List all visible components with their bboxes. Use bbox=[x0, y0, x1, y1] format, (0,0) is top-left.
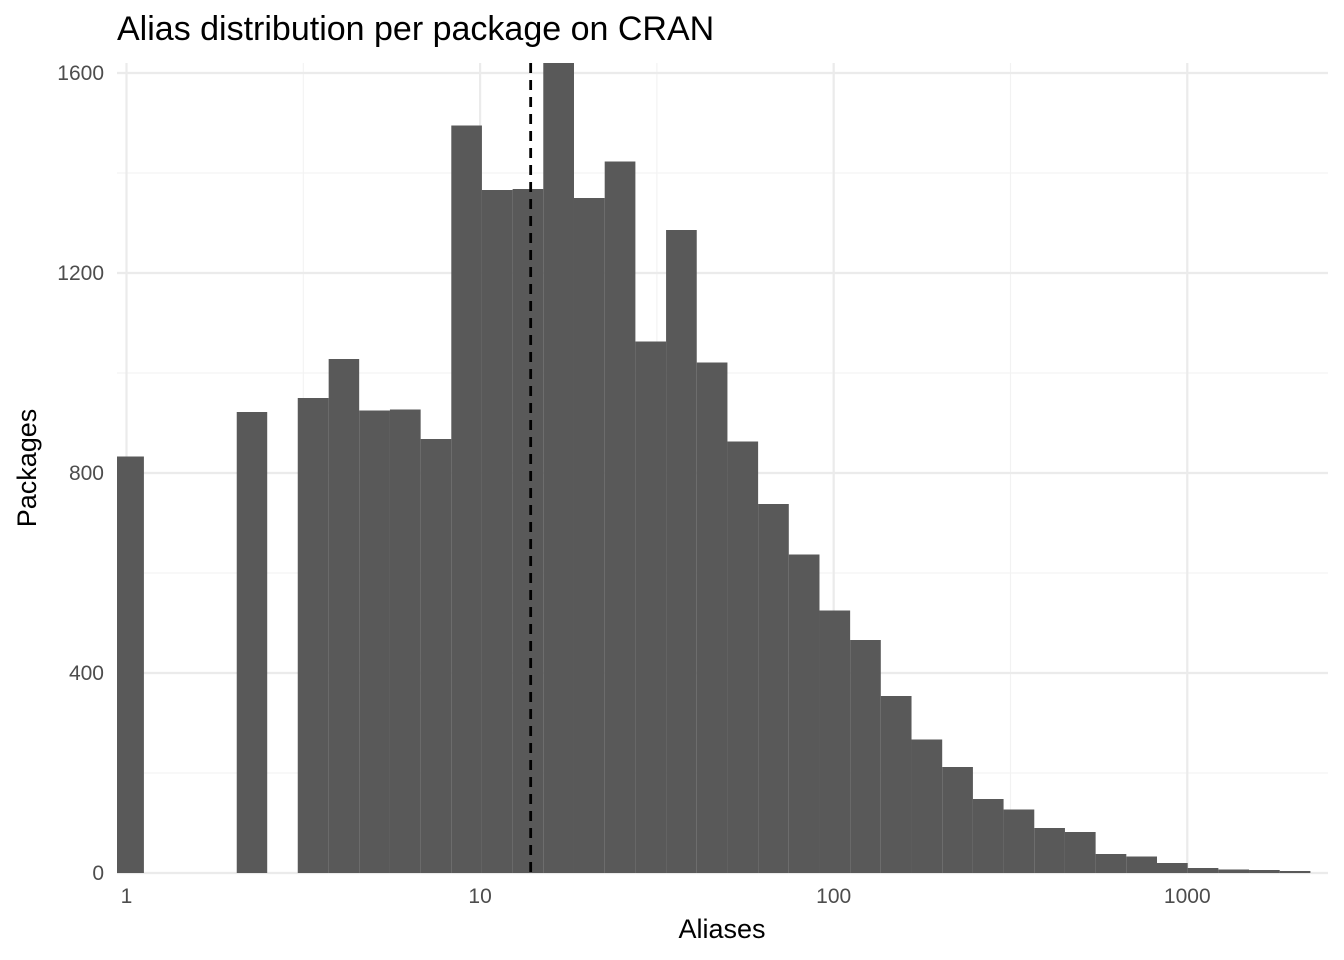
histogram-bar bbox=[236, 412, 268, 873]
histogram-bar bbox=[1187, 868, 1219, 873]
histogram-bar bbox=[328, 359, 360, 873]
histogram-bar bbox=[389, 409, 421, 873]
histogram-bar bbox=[1064, 832, 1096, 873]
histogram-bar bbox=[1003, 809, 1035, 873]
histogram-bar bbox=[1126, 856, 1158, 873]
histogram-bar bbox=[1249, 870, 1280, 873]
y-tick-label: 1200 bbox=[57, 262, 104, 285]
y-axis-title: Packages bbox=[12, 409, 42, 528]
histogram-bar bbox=[420, 439, 452, 873]
histogram-bar bbox=[359, 410, 390, 873]
histogram-bar bbox=[819, 610, 851, 873]
histogram-bar bbox=[696, 362, 728, 873]
histogram-bar bbox=[911, 739, 943, 873]
x-tick-label: 1000 bbox=[1164, 885, 1211, 908]
y-tick-label: 400 bbox=[69, 662, 104, 685]
histogram-bar bbox=[635, 341, 667, 873]
histogram-bar bbox=[451, 125, 482, 873]
histogram-bar bbox=[1218, 869, 1250, 873]
histogram-bar bbox=[880, 696, 912, 873]
histogram-bar bbox=[543, 63, 574, 873]
histogram-bar bbox=[512, 189, 544, 873]
bars bbox=[117, 63, 1311, 873]
y-tick-label: 1600 bbox=[57, 62, 104, 85]
histogram-bar bbox=[758, 504, 789, 873]
chart-title: Alias distribution per package on CRAN bbox=[117, 10, 714, 48]
histogram-bar bbox=[604, 161, 636, 873]
y-tick-labels: 0 400 800 1200 1600 bbox=[57, 62, 104, 885]
y-tick-label: 0 bbox=[92, 862, 104, 885]
x-tick-labels: 1 10 100 1000 bbox=[121, 885, 1211, 908]
histogram-bar bbox=[972, 799, 1004, 873]
histogram-bar bbox=[666, 230, 697, 873]
histogram-bar bbox=[942, 767, 973, 873]
histogram-bar bbox=[297, 398, 329, 873]
x-tick-label: 1 bbox=[121, 885, 133, 908]
y-tick-label: 800 bbox=[69, 462, 104, 485]
histogram-bar bbox=[727, 441, 759, 873]
histogram-bar bbox=[1095, 854, 1127, 873]
histogram-bar bbox=[1034, 828, 1065, 873]
x-tick-label: 100 bbox=[816, 885, 851, 908]
histogram-bar bbox=[850, 640, 881, 873]
histogram-bar bbox=[481, 190, 513, 873]
x-tick-label: 10 bbox=[468, 885, 491, 908]
histogram-bar bbox=[117, 456, 144, 873]
histogram-bar bbox=[573, 198, 605, 873]
histogram-bar bbox=[1157, 863, 1188, 873]
histogram-bar bbox=[1279, 871, 1311, 873]
histogram-bar bbox=[788, 554, 820, 873]
x-axis-title: Aliases bbox=[678, 914, 765, 944]
